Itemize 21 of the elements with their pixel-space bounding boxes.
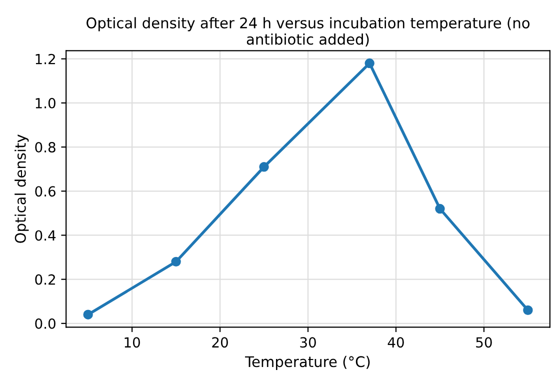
y-tick-label: 0.2 xyxy=(35,274,55,285)
point xyxy=(364,58,374,68)
y-axis-title: Optical density xyxy=(14,134,29,243)
point xyxy=(435,204,445,214)
point xyxy=(259,162,269,172)
y-tick-label: 0.6 xyxy=(35,186,56,197)
point xyxy=(523,305,533,316)
y-tick-label: 0.8 xyxy=(35,142,56,153)
x-tick-label: 10 xyxy=(124,337,140,348)
y-tick-label: 1.2 xyxy=(36,54,55,64)
point xyxy=(171,256,181,267)
y-tick-label: 0.0 xyxy=(35,318,56,329)
x-tick-label: 50 xyxy=(476,337,492,348)
x-tick-label: 30 xyxy=(300,337,316,348)
chart-title: Optical density after 24 h versus incubation temperature (no antibiotic added) xyxy=(86,17,530,46)
point xyxy=(83,310,93,320)
x-tick-label: 40 xyxy=(388,337,404,348)
x-tick-label: 20 xyxy=(212,337,228,348)
x-axis-title: Temperature (°C) xyxy=(245,356,370,370)
y-tick-label: 1.0 xyxy=(36,98,56,108)
y-tick-label: 0.4 xyxy=(35,230,56,241)
